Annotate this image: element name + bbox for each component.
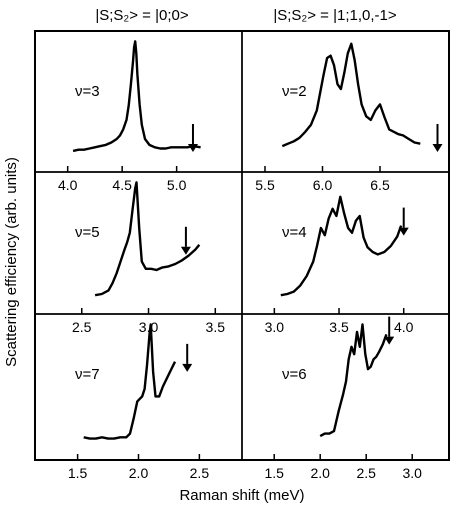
x-tick-label: 4.5 [112,177,132,193]
spectrum-line [281,42,421,148]
x-tick-label: 5.0 [167,177,187,193]
arrow-head [187,144,198,152]
filling-factor-label: ν=3 [75,83,100,100]
figure-frame [34,30,450,461]
arrow-head [432,144,443,152]
panel-frame [34,313,243,461]
arrow-head [182,363,193,372]
x-axis-title: Raman shift (meV) [179,487,304,504]
x-tick-label: 3.5 [206,319,226,335]
x-tick-label: 4.0 [394,319,414,335]
x-tick-label: 1.5 [264,465,284,481]
y-axis-title: Scattering efficiency (arb. units) [3,157,20,367]
x-tick-label: 4.0 [58,177,78,193]
x-tick-label: 5.5 [255,177,275,193]
x-tick-label: 2.5 [72,319,92,335]
column-title-right: |S;S₂> = |1;1,0,-1> [273,7,397,24]
x-tick-label: 2.0 [129,465,149,481]
x-tick-label: 2.5 [356,465,376,481]
filling-factor-label: ν=5 [75,224,100,241]
column-title-left: |S;S₂> = |0;0> [95,7,188,24]
x-tick-label: 6.5 [370,177,390,193]
filling-factor-label: ν=7 [75,366,100,383]
x-tick-label: 3.0 [139,319,159,335]
spectrum-line [94,181,201,297]
x-tick-label: 3.5 [329,319,349,335]
spectrum-line [319,323,388,438]
panel-frame [241,171,450,315]
spectrum-line [280,195,403,297]
spectrum-line [83,323,177,440]
arrow-head [384,336,395,345]
panel-frame [34,171,243,315]
filling-factor-label: ν=4 [282,224,307,241]
arrow-head [180,246,191,255]
panels: ν=3 4.0 4.5 5.0 ν=2 5.5 6.0 6.5 ν=5 2.5 3.0 3.5 ν=4 3… [34,30,450,481]
filling-factor-label: ν=6 [282,366,307,383]
x-tick-label: 3.0 [402,465,422,481]
panel-frame [241,30,450,173]
x-tick-label: 1.5 [68,465,88,481]
x-tick-label: 2.5 [190,465,210,481]
filling-factor-label: ν=2 [282,83,307,100]
x-tick-label: 2.0 [310,465,330,481]
x-tick-label: 3.0 [265,319,285,335]
spectrum-line [72,40,201,153]
arrow-head [398,227,409,236]
x-tick-label: 6.0 [313,177,333,193]
